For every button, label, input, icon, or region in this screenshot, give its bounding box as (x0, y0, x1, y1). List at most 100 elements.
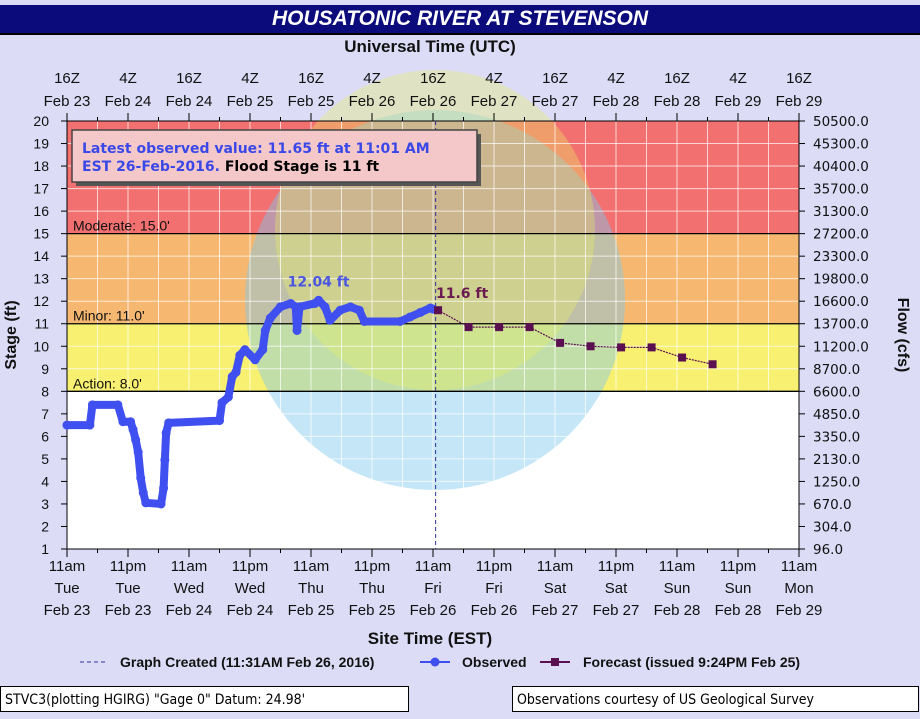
x-tick-label: Wed (174, 580, 205, 597)
observed-point (85, 420, 95, 430)
top-tick-label: 4Z (363, 70, 381, 87)
observed-point (295, 302, 305, 312)
y-tick-label: 10 (33, 338, 49, 354)
y-axis-title: Stage (ft) (3, 300, 20, 369)
top-tick-label: Feb 26 (349, 93, 396, 110)
y-tick-label: 18 (33, 158, 49, 174)
y2-tick-label: 31300.0 (813, 204, 869, 220)
y2-tick-label: 304.0 (813, 519, 852, 535)
chart-title: HOUSATONIC RIVER AT STEVENSON (0, 5, 920, 35)
y2-tick-label: 2130.0 (813, 452, 860, 468)
observed-point (215, 416, 224, 426)
observed-point (345, 302, 355, 312)
observed-point (161, 428, 171, 438)
top-tick-label: Feb 27 (532, 93, 579, 110)
observed-point (131, 435, 141, 445)
observed-point (240, 345, 250, 355)
y2-tick-label: 8700.0 (813, 362, 860, 378)
x-tick-label: Fri (485, 580, 503, 597)
info-latest-date: EST 26-Feb-2016. (82, 159, 225, 175)
observed-point (128, 425, 138, 435)
top-tick-label: Feb 28 (593, 93, 640, 110)
observed-point (335, 305, 345, 315)
top-tick-label: Feb 24 (166, 93, 213, 110)
y-tick-label: 8 (41, 383, 49, 399)
observed-point (113, 400, 123, 410)
y-tick-label: 19 (33, 136, 49, 152)
observed-point (276, 302, 285, 312)
x-tick-label: 11pm (476, 558, 512, 575)
observed-point (354, 305, 364, 315)
x-tick-label: Sun (725, 580, 752, 597)
x-tick-label: Feb 27 (593, 602, 640, 619)
observed-point (62, 420, 72, 430)
y-tick-label: 11 (34, 316, 49, 332)
y2-tick-label: 3350.0 (813, 429, 860, 445)
y2-tick-label: 40400.0 (813, 159, 869, 175)
y2-tick-label: 50500.0 (813, 114, 869, 130)
x-tick-label: Thu (359, 580, 385, 597)
top-tick-label: 16Z (54, 70, 80, 87)
info-box (71, 129, 478, 183)
x-tick-label: Feb 24 (227, 602, 274, 619)
y2-tick-label: 4850.0 (813, 407, 860, 423)
forecast-point (678, 353, 687, 362)
x-tick-label: Tue (54, 580, 79, 597)
observed-point (87, 400, 97, 410)
y2-tick-label: 35700.0 (813, 182, 869, 198)
flood-threshold-label: Minor: 11.0' (73, 308, 145, 324)
top-tick-label: 4Z (119, 70, 137, 87)
observed-point (159, 483, 169, 493)
observed-point (164, 418, 174, 428)
y2-tick-label: 6600.0 (813, 384, 860, 400)
x-tick-label: Feb 28 (654, 602, 701, 619)
y-tick-label: 9 (41, 361, 49, 377)
y-tick-label: 15 (33, 226, 49, 242)
x-tick-label: 11pm (720, 558, 756, 575)
observed-point (260, 325, 270, 335)
flood-threshold-label: Action: 8.0' (73, 375, 142, 391)
y-tick-label: 20 (33, 113, 49, 129)
x-tick-label: 11am (415, 558, 451, 575)
legend-observed: Observed (462, 654, 527, 670)
flood-threshold-label: Moderate: 15.0' (73, 218, 170, 234)
x-tick-label: 11am (659, 558, 695, 575)
observed-point (258, 345, 268, 355)
forecast-line (437, 309, 713, 365)
info-flood-stage: Flood Stage is 11 ft (225, 159, 380, 175)
y-tick-label: 1 (41, 541, 49, 557)
x-tick-label: 11am (537, 558, 573, 575)
x-tick-label: 11am (49, 558, 85, 575)
forecast-point (525, 323, 534, 332)
observed-point (138, 488, 148, 498)
forecast-point (556, 338, 565, 347)
y2-tick-label: 19800.0 (813, 272, 869, 288)
forecast-point (708, 360, 717, 369)
y2-tick-label: 27200.0 (813, 227, 869, 243)
x-tick-label: Feb 25 (288, 602, 335, 619)
x-tick-label: Feb 28 (715, 602, 762, 619)
gage-info-box: STVC3(plotting HGIRG) "Gage 0" Datum: 24… (0, 686, 409, 712)
y2-tick-label: 96.0 (813, 542, 843, 558)
top-tick-label: 4Z (729, 70, 747, 87)
info-box-line2: EST 26-Feb-2016. Flood Stage is 11 ft (82, 159, 379, 175)
observed-point (325, 315, 335, 325)
observed-point (359, 316, 369, 326)
top-tick-label: 16Z (664, 70, 690, 87)
top-tick-label: 16Z (420, 70, 446, 87)
observed-point (320, 302, 330, 312)
x-tick-label: 11pm (110, 558, 146, 575)
x-tick-label: 11pm (354, 558, 390, 575)
value-annotation: 11.6 ft (436, 286, 489, 302)
top-tick-label: Feb 23 (44, 93, 91, 110)
x-tick-label: Feb 29 (776, 602, 823, 619)
top-tick-label: Feb 29 (715, 93, 762, 110)
y2-tick-label: 13700.0 (813, 317, 869, 333)
top-tick-label: Feb 25 (288, 93, 335, 110)
forecast-point (647, 343, 656, 352)
observed-point (136, 473, 146, 483)
observed-point (217, 398, 227, 408)
y-tick-label: 12 (33, 293, 49, 309)
noaa-watermark (245, 110, 625, 490)
